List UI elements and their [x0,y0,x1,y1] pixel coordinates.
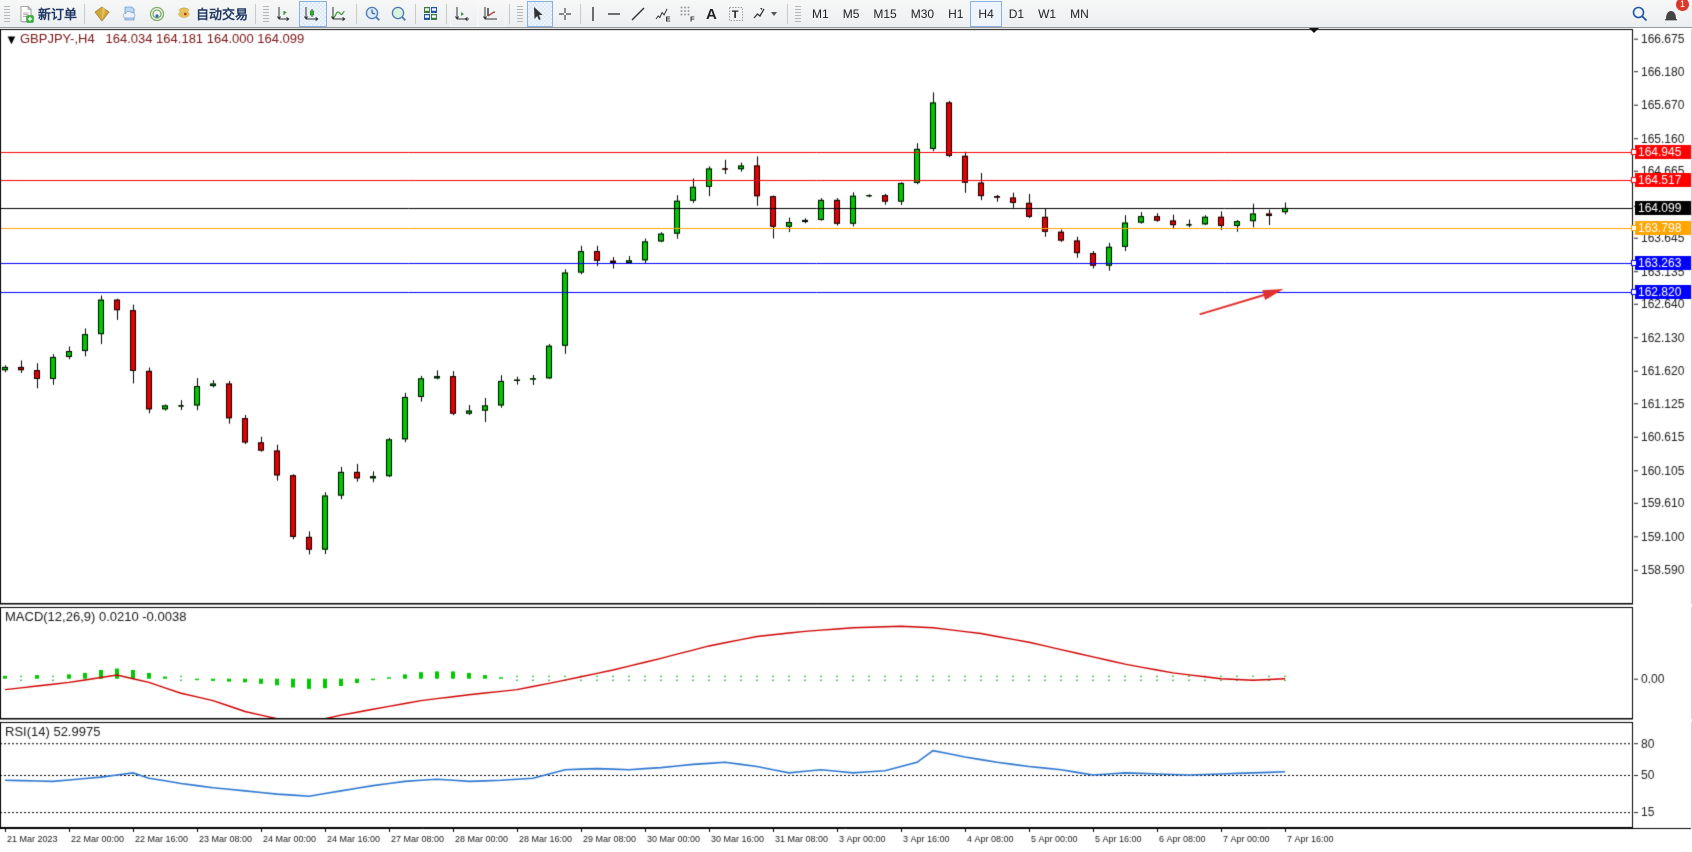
svg-text:E: E [666,14,671,22]
svg-text:A: A [706,6,717,22]
svg-text:T: T [732,9,739,21]
svg-text:F: F [690,14,695,22]
